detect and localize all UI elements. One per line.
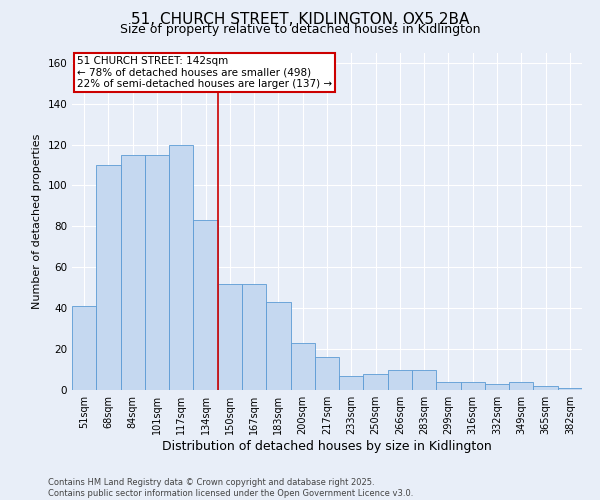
Bar — [218, 284, 242, 390]
Text: 51, CHURCH STREET, KIDLINGTON, OX5 2BA: 51, CHURCH STREET, KIDLINGTON, OX5 2BA — [131, 12, 469, 28]
Bar — [485, 384, 509, 390]
Bar — [558, 388, 582, 390]
Bar — [169, 144, 193, 390]
Bar — [96, 165, 121, 390]
Bar — [121, 155, 145, 390]
Text: Contains HM Land Registry data © Crown copyright and database right 2025.
Contai: Contains HM Land Registry data © Crown c… — [48, 478, 413, 498]
Bar — [509, 382, 533, 390]
Bar — [364, 374, 388, 390]
Bar — [461, 382, 485, 390]
Bar — [533, 386, 558, 390]
X-axis label: Distribution of detached houses by size in Kidlington: Distribution of detached houses by size … — [162, 440, 492, 453]
Bar — [412, 370, 436, 390]
Bar — [315, 358, 339, 390]
Bar — [72, 306, 96, 390]
Y-axis label: Number of detached properties: Number of detached properties — [32, 134, 42, 309]
Bar — [436, 382, 461, 390]
Bar — [193, 220, 218, 390]
Bar — [388, 370, 412, 390]
Bar — [290, 343, 315, 390]
Text: Size of property relative to detached houses in Kidlington: Size of property relative to detached ho… — [120, 22, 480, 36]
Bar — [145, 155, 169, 390]
Bar — [242, 284, 266, 390]
Bar — [266, 302, 290, 390]
Bar — [339, 376, 364, 390]
Text: 51 CHURCH STREET: 142sqm
← 78% of detached houses are smaller (498)
22% of semi-: 51 CHURCH STREET: 142sqm ← 78% of detach… — [77, 56, 332, 89]
